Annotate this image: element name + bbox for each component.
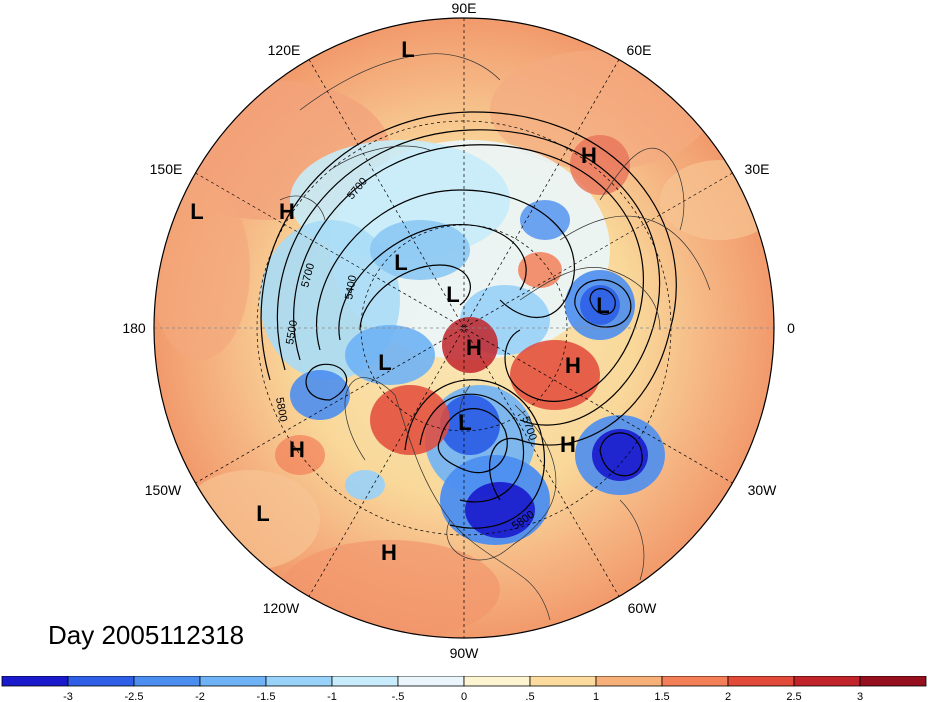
lon-label-60e: 60E	[627, 42, 652, 58]
colorbar-swatch	[397, 676, 465, 687]
pressure-center-high: H	[289, 437, 305, 462]
colorbar-tick-label: 1.5	[654, 691, 669, 702]
colorbar-tick-label: 0	[461, 691, 467, 702]
colorbar-swatch	[727, 676, 795, 687]
colorbar-swatch	[199, 676, 267, 687]
pressure-center-low: L	[378, 350, 391, 375]
coastlines	[279, 53, 711, 621]
pressure-center-low: L	[596, 293, 609, 318]
colorbar-swatch	[661, 676, 729, 687]
colorbar-swatch	[595, 676, 663, 687]
date-label: Day 2005112318	[48, 620, 245, 650]
lon-label-30w: 30W	[748, 482, 778, 498]
pressure-center-high: H	[381, 540, 397, 565]
graticule	[154, 18, 774, 638]
colorbar-swatch	[1, 676, 69, 687]
contour-label: 5400	[343, 274, 359, 300]
pressure-center-low: L	[446, 282, 459, 307]
lon-label-150e: 150E	[150, 161, 183, 177]
colorbar-tick-label: .5	[525, 691, 534, 702]
lon-label-120w: 120W	[263, 600, 300, 616]
pressure-center-high: H	[565, 353, 581, 378]
longitude-labels: 90E 60E 120E 30E 150E 0 180 30W 150W 60W…	[122, 0, 795, 661]
colorbar-swatch	[331, 676, 399, 687]
height-contours	[260, 111, 677, 529]
lon-label-60w: 60W	[628, 600, 658, 616]
colorbar-swatch	[463, 676, 531, 687]
lon-label-120e: 120E	[268, 42, 301, 58]
colorbar-swatch	[793, 676, 861, 687]
pressure-center-low: L	[394, 250, 407, 275]
lon-label-0: 0	[787, 320, 795, 336]
lon-label-150w: 150W	[145, 482, 182, 498]
lon-label-90w: 90W	[450, 645, 480, 661]
lon-label-180: 180	[122, 320, 146, 336]
lon-label-90e: 90E	[452, 0, 477, 16]
pressure-center-low: L	[458, 410, 471, 435]
colorbar-swatch	[67, 676, 135, 687]
colorbar-tick-label: 2.5	[786, 691, 801, 702]
contour-label: 5500	[284, 319, 300, 345]
colorbar-tick-label: 2	[725, 691, 731, 702]
lon-label-30e: 30E	[745, 161, 770, 177]
colorbar-tick-label: -3	[63, 691, 73, 702]
colorbar-tick-label: 1	[593, 691, 599, 702]
colorbar-tick-label: -.5	[392, 691, 405, 702]
colorbar-tick-label: -1.5	[257, 691, 276, 702]
pressure-center-low: L	[401, 37, 414, 62]
pressure-center-high: H	[560, 432, 576, 457]
pressure-center-low: L	[256, 501, 269, 526]
colorbar-tick-label: -1	[327, 691, 337, 702]
colorbar-tick-label: 3	[857, 691, 863, 702]
pressure-center-high: H	[279, 199, 295, 224]
colorbar-tick-label: -2.5	[125, 691, 144, 702]
colorbar-tick-label: -2	[195, 691, 205, 702]
colorbar-swatch	[265, 676, 333, 687]
colorbar-swatch	[133, 676, 201, 687]
pressure-center-high: H	[466, 335, 482, 360]
pressure-centers: L H L H L L L L H H L H H L H	[190, 37, 609, 565]
pressure-center-low: L	[190, 199, 203, 224]
contour-label: 5800	[273, 396, 289, 422]
colorbar-swatch	[529, 676, 597, 687]
colorbar-swatch	[859, 676, 927, 687]
pressure-center-high: H	[581, 143, 597, 168]
colorbar: -3 -2.5 -2 -1.5 -1 -.5 0 .5 1 1.5 2 2.5 3	[1, 676, 927, 702]
map-boundary	[153, 17, 775, 639]
